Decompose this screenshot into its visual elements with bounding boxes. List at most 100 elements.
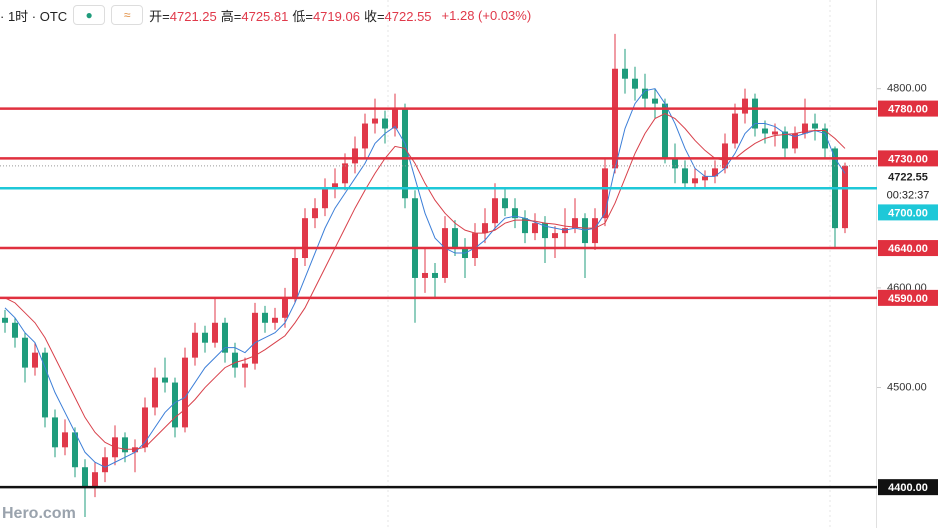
level-label-box <box>878 150 938 167</box>
symbol: · 1时 · OTC <box>0 8 68 24</box>
candle-body <box>552 233 558 239</box>
candle-body <box>272 317 278 323</box>
candle-body <box>532 223 538 234</box>
candle-body <box>592 218 598 244</box>
candle-body <box>472 233 478 259</box>
candle-body <box>2 317 8 323</box>
candle-body <box>262 312 268 323</box>
ohlc-value: 4725.81 <box>241 8 289 24</box>
candle-body <box>222 322 228 353</box>
candle-body <box>672 158 678 169</box>
candle-body <box>232 352 238 368</box>
candle-body <box>842 165 848 229</box>
y-tick-label: 4500.00 <box>887 381 927 393</box>
candle-body <box>162 377 168 383</box>
candle-body <box>342 163 348 184</box>
candle-body <box>212 322 218 343</box>
candle-body <box>172 382 178 428</box>
status-icon[interactable]: ● <box>73 5 106 25</box>
candle-body <box>372 118 378 124</box>
candle-body <box>362 123 368 149</box>
ohlc-label: 高= <box>220 8 242 24</box>
level-label: 4730.00 <box>888 153 928 165</box>
candle-body <box>822 128 828 149</box>
last-price-label-box <box>878 168 938 185</box>
candle-body <box>492 198 498 224</box>
level-label-box <box>878 479 938 496</box>
level-label: 4700.00 <box>888 207 928 219</box>
candle-body <box>392 108 398 129</box>
candle-body <box>92 472 98 488</box>
candle-body <box>142 407 148 448</box>
candle-body <box>632 78 638 89</box>
candle-body <box>732 113 738 144</box>
candle-body <box>102 457 108 473</box>
candle-body <box>402 108 408 199</box>
candle-body <box>332 183 338 189</box>
candle-body <box>422 272 428 278</box>
level-label-box <box>878 204 938 221</box>
candle-body <box>52 417 58 448</box>
candle-body <box>42 352 48 418</box>
candle-body <box>122 437 128 453</box>
ohlc-value: 4719.06 <box>312 8 360 24</box>
candle-body <box>452 228 458 249</box>
candle-body <box>622 68 628 79</box>
candle-body <box>642 88 648 99</box>
candle-body <box>22 337 28 368</box>
moving-average <box>4 113 846 450</box>
candle-body <box>692 178 698 184</box>
candle-body <box>792 133 798 149</box>
candle-body <box>812 123 818 129</box>
wave-icon[interactable]: ≈ <box>111 5 144 25</box>
candle-body <box>12 322 18 338</box>
candle-body <box>782 131 788 149</box>
candle-body <box>802 123 808 134</box>
candle-body <box>382 118 388 129</box>
candle-body <box>252 312 258 364</box>
candle-body <box>702 176 708 181</box>
candle-body <box>302 218 308 259</box>
candle-body <box>652 98 658 104</box>
ohlc-value: 4721.25 <box>169 8 217 24</box>
ohlc-value: 4722.55 <box>384 8 432 24</box>
candle-body <box>322 188 328 209</box>
candle-body <box>762 128 768 134</box>
candle-body <box>182 357 188 428</box>
candle-body <box>682 168 688 184</box>
change: +1.28 (+0.03%) <box>441 7 532 23</box>
candle-body <box>32 352 38 368</box>
ohlc-label: 收= <box>363 8 385 24</box>
countdown: 00:32:37 <box>887 189 930 201</box>
level-label-box <box>878 100 938 117</box>
y-tick-label: 4800.00 <box>887 83 927 95</box>
candle-body <box>352 148 358 164</box>
level-label-box <box>878 289 938 306</box>
candle-body <box>72 432 78 468</box>
ohlc-label: 低= <box>292 8 313 24</box>
candle-body <box>772 131 778 135</box>
level-label: 4780.00 <box>888 103 928 115</box>
candle-body <box>502 198 508 209</box>
candle-body <box>512 208 518 219</box>
candle-body <box>432 272 438 278</box>
candle-body <box>602 168 608 219</box>
candle-body <box>712 168 718 177</box>
last-price-label: 4722.55 <box>888 171 928 183</box>
candle-body <box>722 143 728 169</box>
candle-body <box>292 258 298 298</box>
candle-body <box>202 332 208 343</box>
candle-body <box>482 223 488 234</box>
candle-body <box>542 223 548 239</box>
ohlc: 开=4721.25 高=4725.81 低=4719.06 收=4722.55 <box>149 6 435 25</box>
candle-body <box>442 228 448 278</box>
candle-body <box>662 103 668 159</box>
candle-body <box>312 208 318 219</box>
candle-body <box>152 377 158 408</box>
candle-body <box>282 297 288 318</box>
candle-body <box>572 218 578 229</box>
watermark: Hero.com <box>2 505 76 522</box>
level-label-box <box>878 240 938 257</box>
